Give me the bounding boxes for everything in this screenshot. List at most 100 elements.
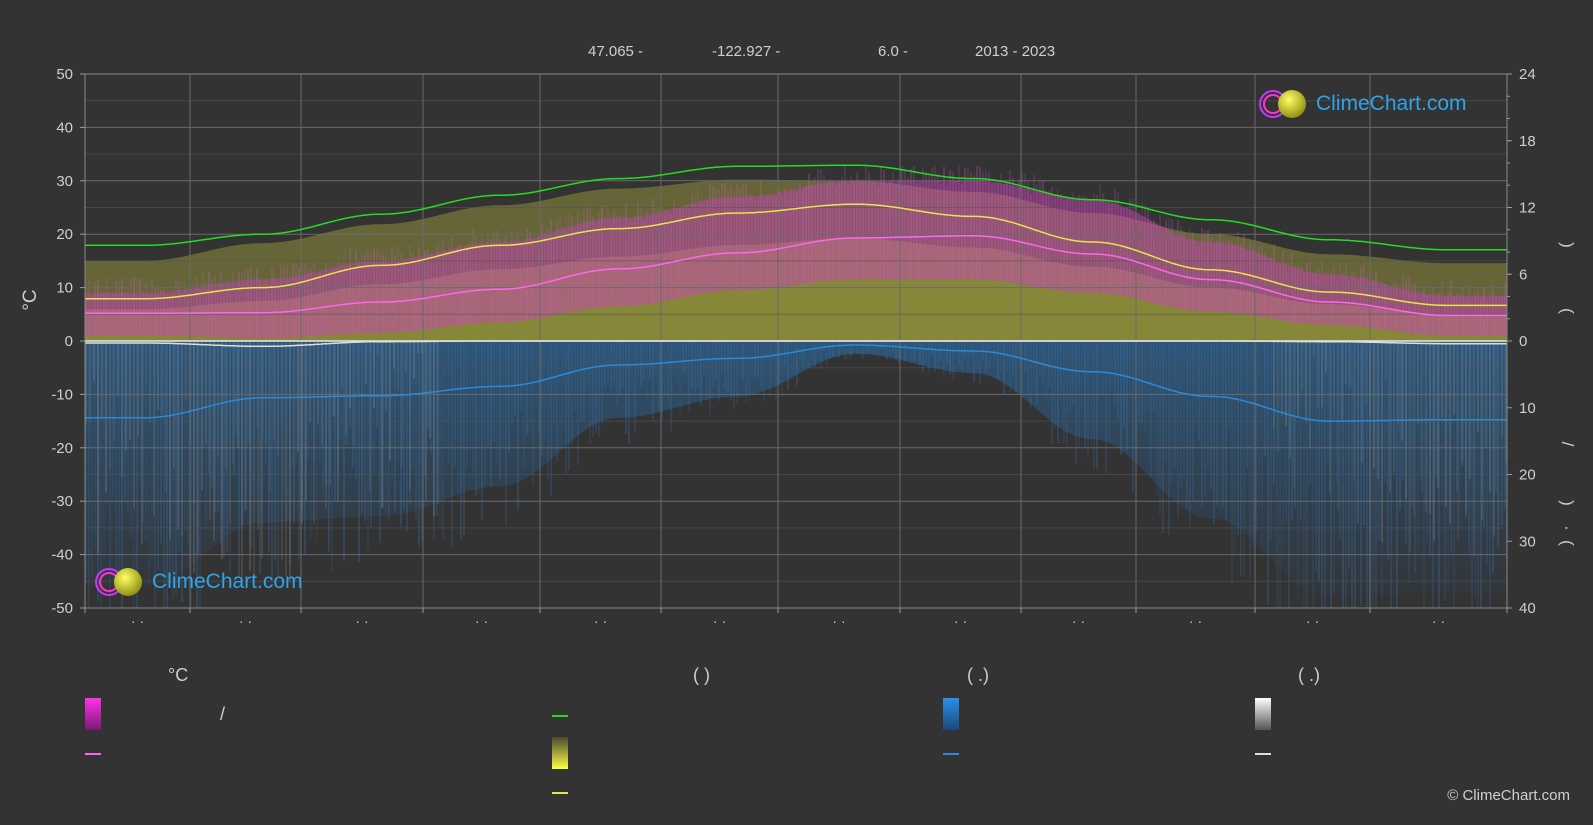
rain-texture-bar [94,341,96,549]
rain-texture-bar [256,341,258,430]
temp-texture-bar [391,246,393,333]
snow-texture-bar [241,341,243,583]
rain-texture-bar [652,341,654,422]
temp-texture-bar [1114,187,1116,295]
temp-texture-bar [724,182,726,291]
temp-texture-bar [1195,242,1197,311]
temp-texture-bar [928,174,930,280]
rain-texture-bar [724,341,726,390]
temp-texture-bar [1435,292,1437,336]
temp-texture-bar [403,258,405,333]
snow-texture-bar [285,341,287,577]
temp-texture-bar [961,183,963,280]
y-right-tick-label: 40 [1519,600,1536,617]
rain-texture-bar [187,341,189,547]
temp-texture-bar [1384,284,1386,330]
temp-texture-bar [676,209,678,299]
snow-texture-bar [365,341,367,384]
temp-texture-bar [520,245,522,322]
rain-texture-bar [1036,341,1038,404]
temp-texture-bar [769,196,771,289]
temp-texture-bar [1351,270,1353,326]
temp-texture-bar [1240,242,1242,314]
rain-texture-bar [1405,341,1407,544]
rain-texture-bar [1387,341,1389,561]
temp-texture-bar [781,197,783,287]
rain-texture-bar [928,341,930,373]
rain-texture-bar [544,341,546,442]
rain-texture-bar [490,341,492,487]
rain-texture-bar [91,341,93,578]
temp-texture-bar [136,278,138,336]
temp-texture-bar [211,279,213,338]
rain-texture-bar [1033,341,1035,392]
snow-texture-bar [1365,341,1367,404]
logo-top[interactable]: ClimeChart.com [1258,88,1467,120]
temp-texture-bar [766,194,768,289]
rain-texture-bar [772,341,774,383]
temp-texture-bar [481,235,483,323]
temp-texture-bar [364,255,366,334]
rain-texture-bar [313,341,315,460]
snow-texture-bar [105,341,107,493]
temp-texture-bar [307,268,309,337]
temp-texture-bar [547,229,549,317]
snow-texture-bar [1393,341,1395,475]
temp-texture-bar [1462,288,1464,336]
snow-texture-bar [417,341,419,354]
temp-texture-bar [1045,190,1047,289]
temp-texture-bar [823,175,825,282]
temp-texture-bar [931,168,933,280]
snow-texture-bar [1361,341,1363,463]
temp-texture-bar [1405,279,1407,333]
snow-texture-bar [273,341,275,441]
temp-texture-bar [1009,169,1011,283]
rain-texture-bar [1261,341,1263,559]
rain-texture-bar [1099,341,1101,398]
temp-texture-bar [208,271,210,338]
snow-texture-bar [121,341,123,477]
snow-texture-bar [113,341,115,442]
temp-texture-bar [259,277,261,339]
x-tick-label: · · [355,613,368,629]
temp-texture-bar [1006,181,1008,282]
snow-texture-bar [1441,341,1443,419]
rain-texture-bar [793,341,795,374]
rain-texture-bar [889,341,891,355]
snow-texture-bar [141,341,143,544]
temp-texture-bar [1483,287,1485,336]
temp-texture-bar [652,198,654,304]
rain-texture-bar [937,341,939,365]
header-longitude: -122.927 - [712,43,781,60]
rain-texture-bar [1156,341,1158,496]
temp-texture-bar [439,241,441,328]
snow-texture-bar [205,341,207,445]
rain-texture-bar [1447,341,1449,591]
temp-texture-bar [319,270,321,336]
x-tick-label: · · [475,613,488,629]
snow-texture-bar [1501,341,1503,438]
temp-texture-bar [796,192,798,285]
rain-texture-bar [262,341,264,439]
rain-texture-bar [997,341,999,380]
temp-texture-bar [595,221,597,308]
y-right-tick-label: 30 [1519,533,1536,550]
temp-texture-bar [1033,174,1035,287]
temp-texture-bar [1018,179,1020,284]
rain-texture-bar [85,341,87,583]
temp-texture-bar [1246,250,1248,315]
rain-texture-bar [322,341,324,496]
rain-texture-bar [400,341,402,527]
temp-texture-bar [526,228,528,321]
temp-texture-bar [793,193,795,286]
snow-texture-bar [405,341,407,373]
temp-texture-bar [607,209,609,307]
temp-texture-bar [886,184,888,280]
temp-texture-bar [91,298,93,336]
logo-bottom[interactable]: ClimeChart.com [94,566,303,598]
temp-texture-bar [466,245,468,325]
snow-texture-bar [1505,341,1507,463]
rain-texture-bar [247,341,249,445]
rain-texture-bar [502,341,504,446]
temp-texture-bar [1174,237,1176,308]
